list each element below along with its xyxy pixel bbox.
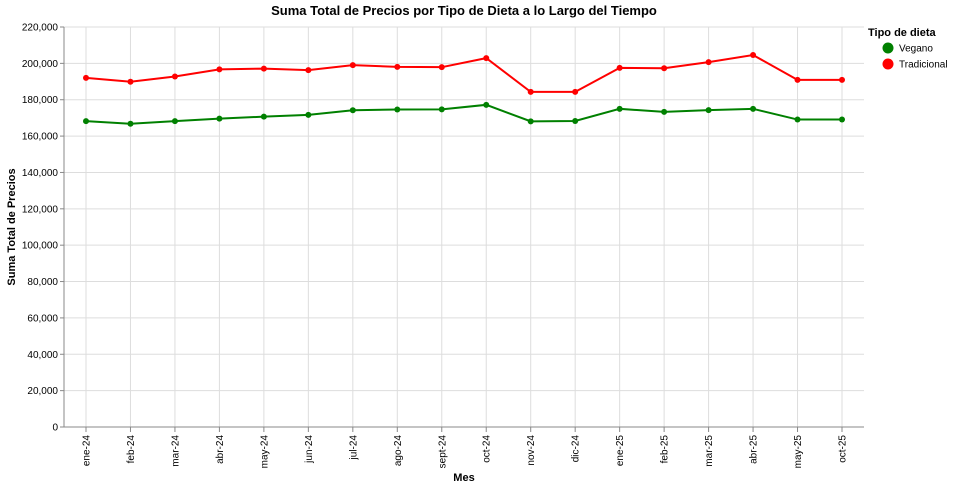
y-tick-label: 0 xyxy=(52,423,58,434)
y-tick-label: 160,000 xyxy=(22,132,59,143)
y-tick-label: 60,000 xyxy=(27,313,58,324)
y-tick-label: 220,000 xyxy=(22,23,59,34)
x-tick-label: sept-24 xyxy=(437,435,448,469)
series-lines xyxy=(83,52,845,127)
y-tick-label: 80,000 xyxy=(27,277,58,288)
data-point-tradicional xyxy=(750,52,757,58)
series-line-tradicional xyxy=(85,53,842,93)
legend-title: Tipo de dieta xyxy=(868,27,937,39)
data-point-tradicional xyxy=(527,88,534,95)
x-tick-label: jul-24 xyxy=(348,435,359,461)
x-tick-label: may-25 xyxy=(793,435,804,469)
data-point-tradicional xyxy=(839,76,845,83)
x-tick-label: ago-24 xyxy=(393,435,404,467)
data-point-tradicional xyxy=(794,76,801,83)
data-point-vegano xyxy=(794,116,801,123)
y-tick-label: 120,000 xyxy=(22,204,59,215)
legend-marker-tradicional xyxy=(882,58,894,70)
data-point-vegano xyxy=(705,107,712,114)
data-point-tradicional xyxy=(83,74,89,81)
x-tick-label: ene-25 xyxy=(615,435,626,467)
data-point-vegano xyxy=(216,115,223,122)
data-point-tradicional xyxy=(705,59,712,66)
x-tick-label: nov-24 xyxy=(526,435,537,466)
x-tick-label: feb-24 xyxy=(126,435,137,464)
data-point-vegano xyxy=(260,113,267,120)
x-tick-label: ene-24 xyxy=(82,435,93,467)
data-point-vegano xyxy=(394,106,401,113)
data-point-tradicional xyxy=(438,64,445,71)
y-tick-label: 200,000 xyxy=(22,59,59,70)
legend-label-tradicional: Tradicional xyxy=(899,60,948,71)
x-axis-title: Mes xyxy=(453,472,474,484)
data-point-tradicional xyxy=(394,63,401,70)
x-tick-label: feb-25 xyxy=(660,435,671,464)
y-axis-title: Suma Total de Precios xyxy=(6,168,18,285)
data-point-vegano xyxy=(572,118,579,124)
data-point-vegano xyxy=(750,105,757,112)
data-point-tradicional xyxy=(483,55,490,62)
x-tick-label: mar-25 xyxy=(704,435,715,467)
data-point-vegano xyxy=(661,108,668,115)
data-point-vegano xyxy=(483,101,490,108)
x-tick-label: dic-24 xyxy=(571,435,582,463)
x-tick-label: oct-24 xyxy=(482,435,493,463)
y-tick-label: 180,000 xyxy=(22,95,59,106)
data-point-tradicional xyxy=(216,66,223,73)
data-point-tradicional xyxy=(127,78,134,85)
axes: 0 20,000 40,000 60,000 80,000 100,000 120,000 1… xyxy=(22,23,864,469)
data-point-vegano xyxy=(83,118,89,125)
data-point-tradicional xyxy=(616,64,623,71)
legend: Tipo de dieta Vegano Tradicional xyxy=(868,27,948,71)
data-point-tradicional xyxy=(572,88,579,95)
data-point-vegano xyxy=(839,116,845,123)
x-tick-label: abr-24 xyxy=(215,435,226,464)
data-point-vegano xyxy=(616,105,623,112)
data-point-tradicional xyxy=(171,73,178,80)
legend-marker-vegano xyxy=(882,42,894,54)
data-point-tradicional xyxy=(305,67,312,74)
legend-label-vegano: Vegano xyxy=(899,44,933,55)
data-point-vegano xyxy=(438,106,445,113)
y-tick-label: 100,000 xyxy=(22,241,59,252)
y-tick-label: 40,000 xyxy=(27,350,58,361)
chart-title: Suma Total de Precios por Tipo de Dieta … xyxy=(271,3,657,18)
data-point-vegano xyxy=(305,111,312,118)
data-point-tradicional xyxy=(349,62,356,69)
grid-lines xyxy=(64,26,864,428)
data-point-tradicional xyxy=(260,65,267,72)
x-tick-label: mar-24 xyxy=(170,435,181,467)
y-tick-label: 20,000 xyxy=(27,386,58,397)
data-point-vegano xyxy=(527,118,534,125)
x-tick-label: oct-25 xyxy=(838,435,849,463)
x-tick-label: may-24 xyxy=(259,435,270,469)
series-line-vegano xyxy=(85,103,842,125)
data-point-vegano xyxy=(349,107,356,114)
data-point-vegano xyxy=(171,118,178,125)
data-point-vegano xyxy=(127,120,134,127)
y-tick-label: 140,000 xyxy=(22,168,59,179)
x-tick-label: abr-25 xyxy=(749,435,760,464)
data-point-tradicional xyxy=(661,65,668,72)
x-tick-label: jun-24 xyxy=(304,435,315,464)
